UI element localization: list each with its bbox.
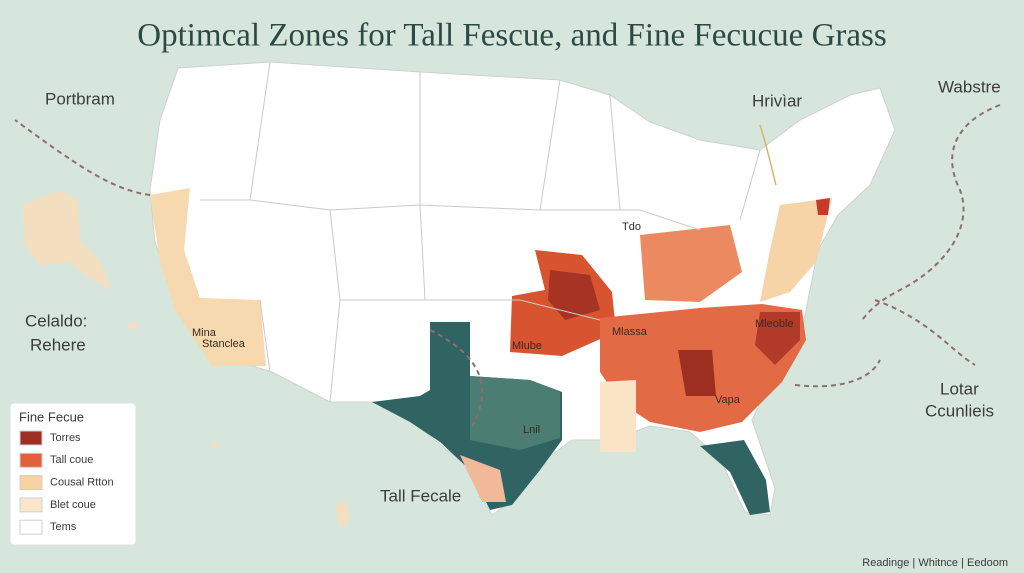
zone-torres	[816, 198, 830, 215]
route-arrow	[794, 359, 881, 388]
side-label: Wabstre	[938, 77, 1001, 96]
zone-tall	[640, 225, 742, 302]
island	[129, 322, 137, 330]
legend: Fine Fecue Torres Tall coue Cousal Rtton Bl…	[9, 402, 137, 546]
side-label: Portbram	[45, 89, 115, 108]
route-arrow	[861, 104, 1001, 321]
legend-swatch	[19, 497, 43, 513]
legend-label: Tall coue	[50, 454, 93, 466]
side-label: Celaldo:	[25, 311, 87, 330]
side-label: Lotar	[940, 379, 979, 398]
island	[211, 442, 217, 448]
alaska	[22, 190, 112, 290]
region-label: Stanclea	[202, 338, 246, 350]
zone-blet	[600, 380, 636, 452]
legend-label: Cousal Rtton	[50, 477, 114, 489]
zone-coastal	[150, 188, 266, 366]
side-label: Ccunlieis	[925, 401, 994, 420]
region-label: Mleoble	[755, 318, 794, 330]
legend-label: Blet coue	[50, 499, 96, 511]
zone-teal	[372, 322, 562, 510]
legend-label: Tems	[50, 521, 77, 533]
state-borders	[200, 61, 761, 403]
region-label: Tdo	[622, 221, 641, 233]
region-label: Mlube	[512, 340, 542, 352]
zone-torres	[755, 312, 800, 365]
zone-teal	[700, 440, 770, 515]
legend-swatch	[19, 475, 43, 491]
zone-torres	[678, 350, 716, 396]
legend-label: Torres	[50, 432, 81, 444]
map-title: Optimcal Zones for Tall Fescue, and Fine…	[137, 18, 886, 54]
side-label: Hrivìar	[752, 91, 802, 110]
region-label: Vapa	[715, 394, 741, 406]
route-arrow	[874, 299, 976, 366]
legend-title: Fine Fecue	[19, 409, 84, 424]
footer: Readinge | Whitnce | Eedoom	[862, 557, 1008, 569]
side-label: Rehere	[30, 335, 86, 354]
legend-swatch	[19, 430, 43, 446]
legend-swatch	[19, 452, 43, 468]
zone-coastal	[760, 198, 832, 302]
route-arrow	[14, 119, 151, 196]
region-label: Lnil	[523, 424, 540, 436]
zone-blet	[460, 455, 506, 502]
island	[335, 500, 350, 528]
region-label: Mlassa	[612, 326, 648, 338]
side-label: Tall Fecale	[380, 486, 461, 505]
route-line	[759, 124, 777, 186]
legend-swatch	[19, 519, 43, 535]
zone-teal	[470, 376, 560, 450]
zone-torres	[548, 270, 600, 320]
region-label: Mina	[192, 327, 217, 339]
